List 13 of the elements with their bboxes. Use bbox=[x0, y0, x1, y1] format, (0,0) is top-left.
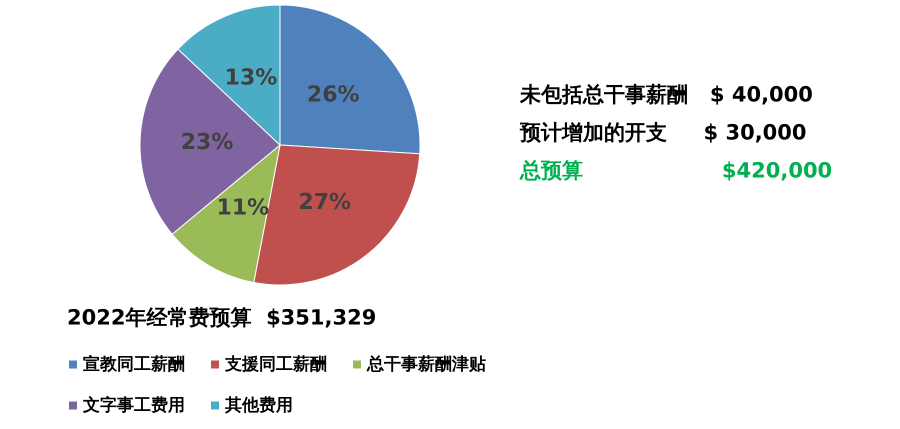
text: 2022年经常费预算 $351,329 bbox=[67, 306, 376, 330]
data-label: 26% bbox=[306, 82, 360, 108]
data-label: 27% bbox=[298, 190, 352, 216]
legend-label: 宣教同工薪酬 bbox=[83, 354, 185, 374]
text: 未包括总干事薪酬 $ 40,000 bbox=[519, 82, 813, 106]
data-label: 23% bbox=[180, 130, 234, 156]
legend-label: 文字事工费用 bbox=[82, 396, 185, 416]
legend-label: 支援同工薪酬 bbox=[224, 354, 327, 374]
text: 预计增加的开支 $ 30,000 bbox=[519, 120, 807, 144]
legend-label: 总干事薪酬津贴 bbox=[366, 354, 486, 374]
legend-label: 其他费用 bbox=[224, 396, 293, 416]
data-label: 13% bbox=[224, 66, 278, 91]
text: 总预算 $420,000 bbox=[519, 158, 832, 182]
